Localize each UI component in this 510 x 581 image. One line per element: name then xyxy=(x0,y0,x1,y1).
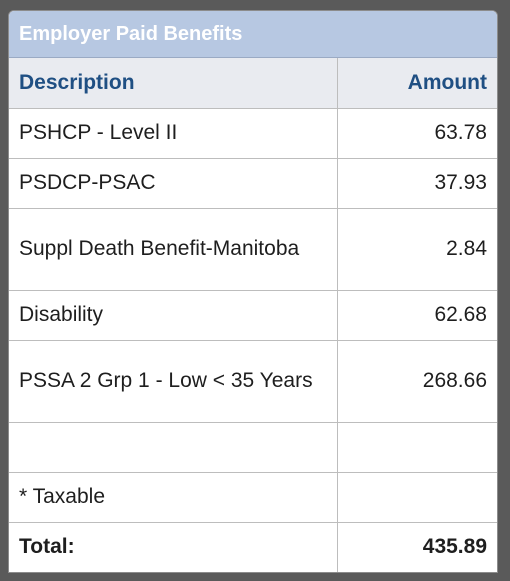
total-amount: 435.89 xyxy=(336,521,497,572)
row-amount: 2.84 xyxy=(336,207,497,291)
table-row: Suppl Death Benefit-Manitoba 2.84 xyxy=(9,207,497,291)
row-amount: 268.66 xyxy=(336,339,497,423)
row-description: PSDCP-PSAC xyxy=(9,157,338,209)
table-total-row: Total: 435.89 xyxy=(9,521,497,572)
row-amount: 62.68 xyxy=(336,289,497,341)
total-label: Total: xyxy=(9,521,338,572)
panel-title: Employer Paid Benefits xyxy=(9,11,497,58)
row-description xyxy=(9,421,338,473)
column-header-description: Description xyxy=(9,58,338,109)
row-description: PSHCP - Level II xyxy=(9,107,338,159)
table-row-taxable-note: * Taxable xyxy=(9,471,497,523)
benefits-table: Description Amount PSHCP - Level II 63.7… xyxy=(9,58,497,572)
row-description: PSSA 2 Grp 1 - Low < 35 Years xyxy=(9,339,338,423)
table-row: PSDCP-PSAC 37.93 xyxy=(9,157,497,209)
table-row: PSSA 2 Grp 1 - Low < 35 Years 268.66 xyxy=(9,339,497,423)
row-amount xyxy=(336,471,497,523)
row-description: Suppl Death Benefit-Manitoba xyxy=(9,207,338,291)
employer-paid-benefits-panel: Employer Paid Benefits Description Amoun… xyxy=(8,10,498,573)
taxable-note: * Taxable xyxy=(9,471,338,523)
row-description: Disability xyxy=(9,289,338,341)
table-row: Disability 62.68 xyxy=(9,289,497,341)
row-amount: 63.78 xyxy=(336,107,497,159)
table-row: PSHCP - Level II 63.78 xyxy=(9,107,497,159)
column-header-amount: Amount xyxy=(336,58,497,109)
row-amount: 37.93 xyxy=(336,157,497,209)
row-amount xyxy=(336,421,497,473)
table-header-row: Description Amount xyxy=(9,58,497,109)
table-row-empty xyxy=(9,421,497,473)
